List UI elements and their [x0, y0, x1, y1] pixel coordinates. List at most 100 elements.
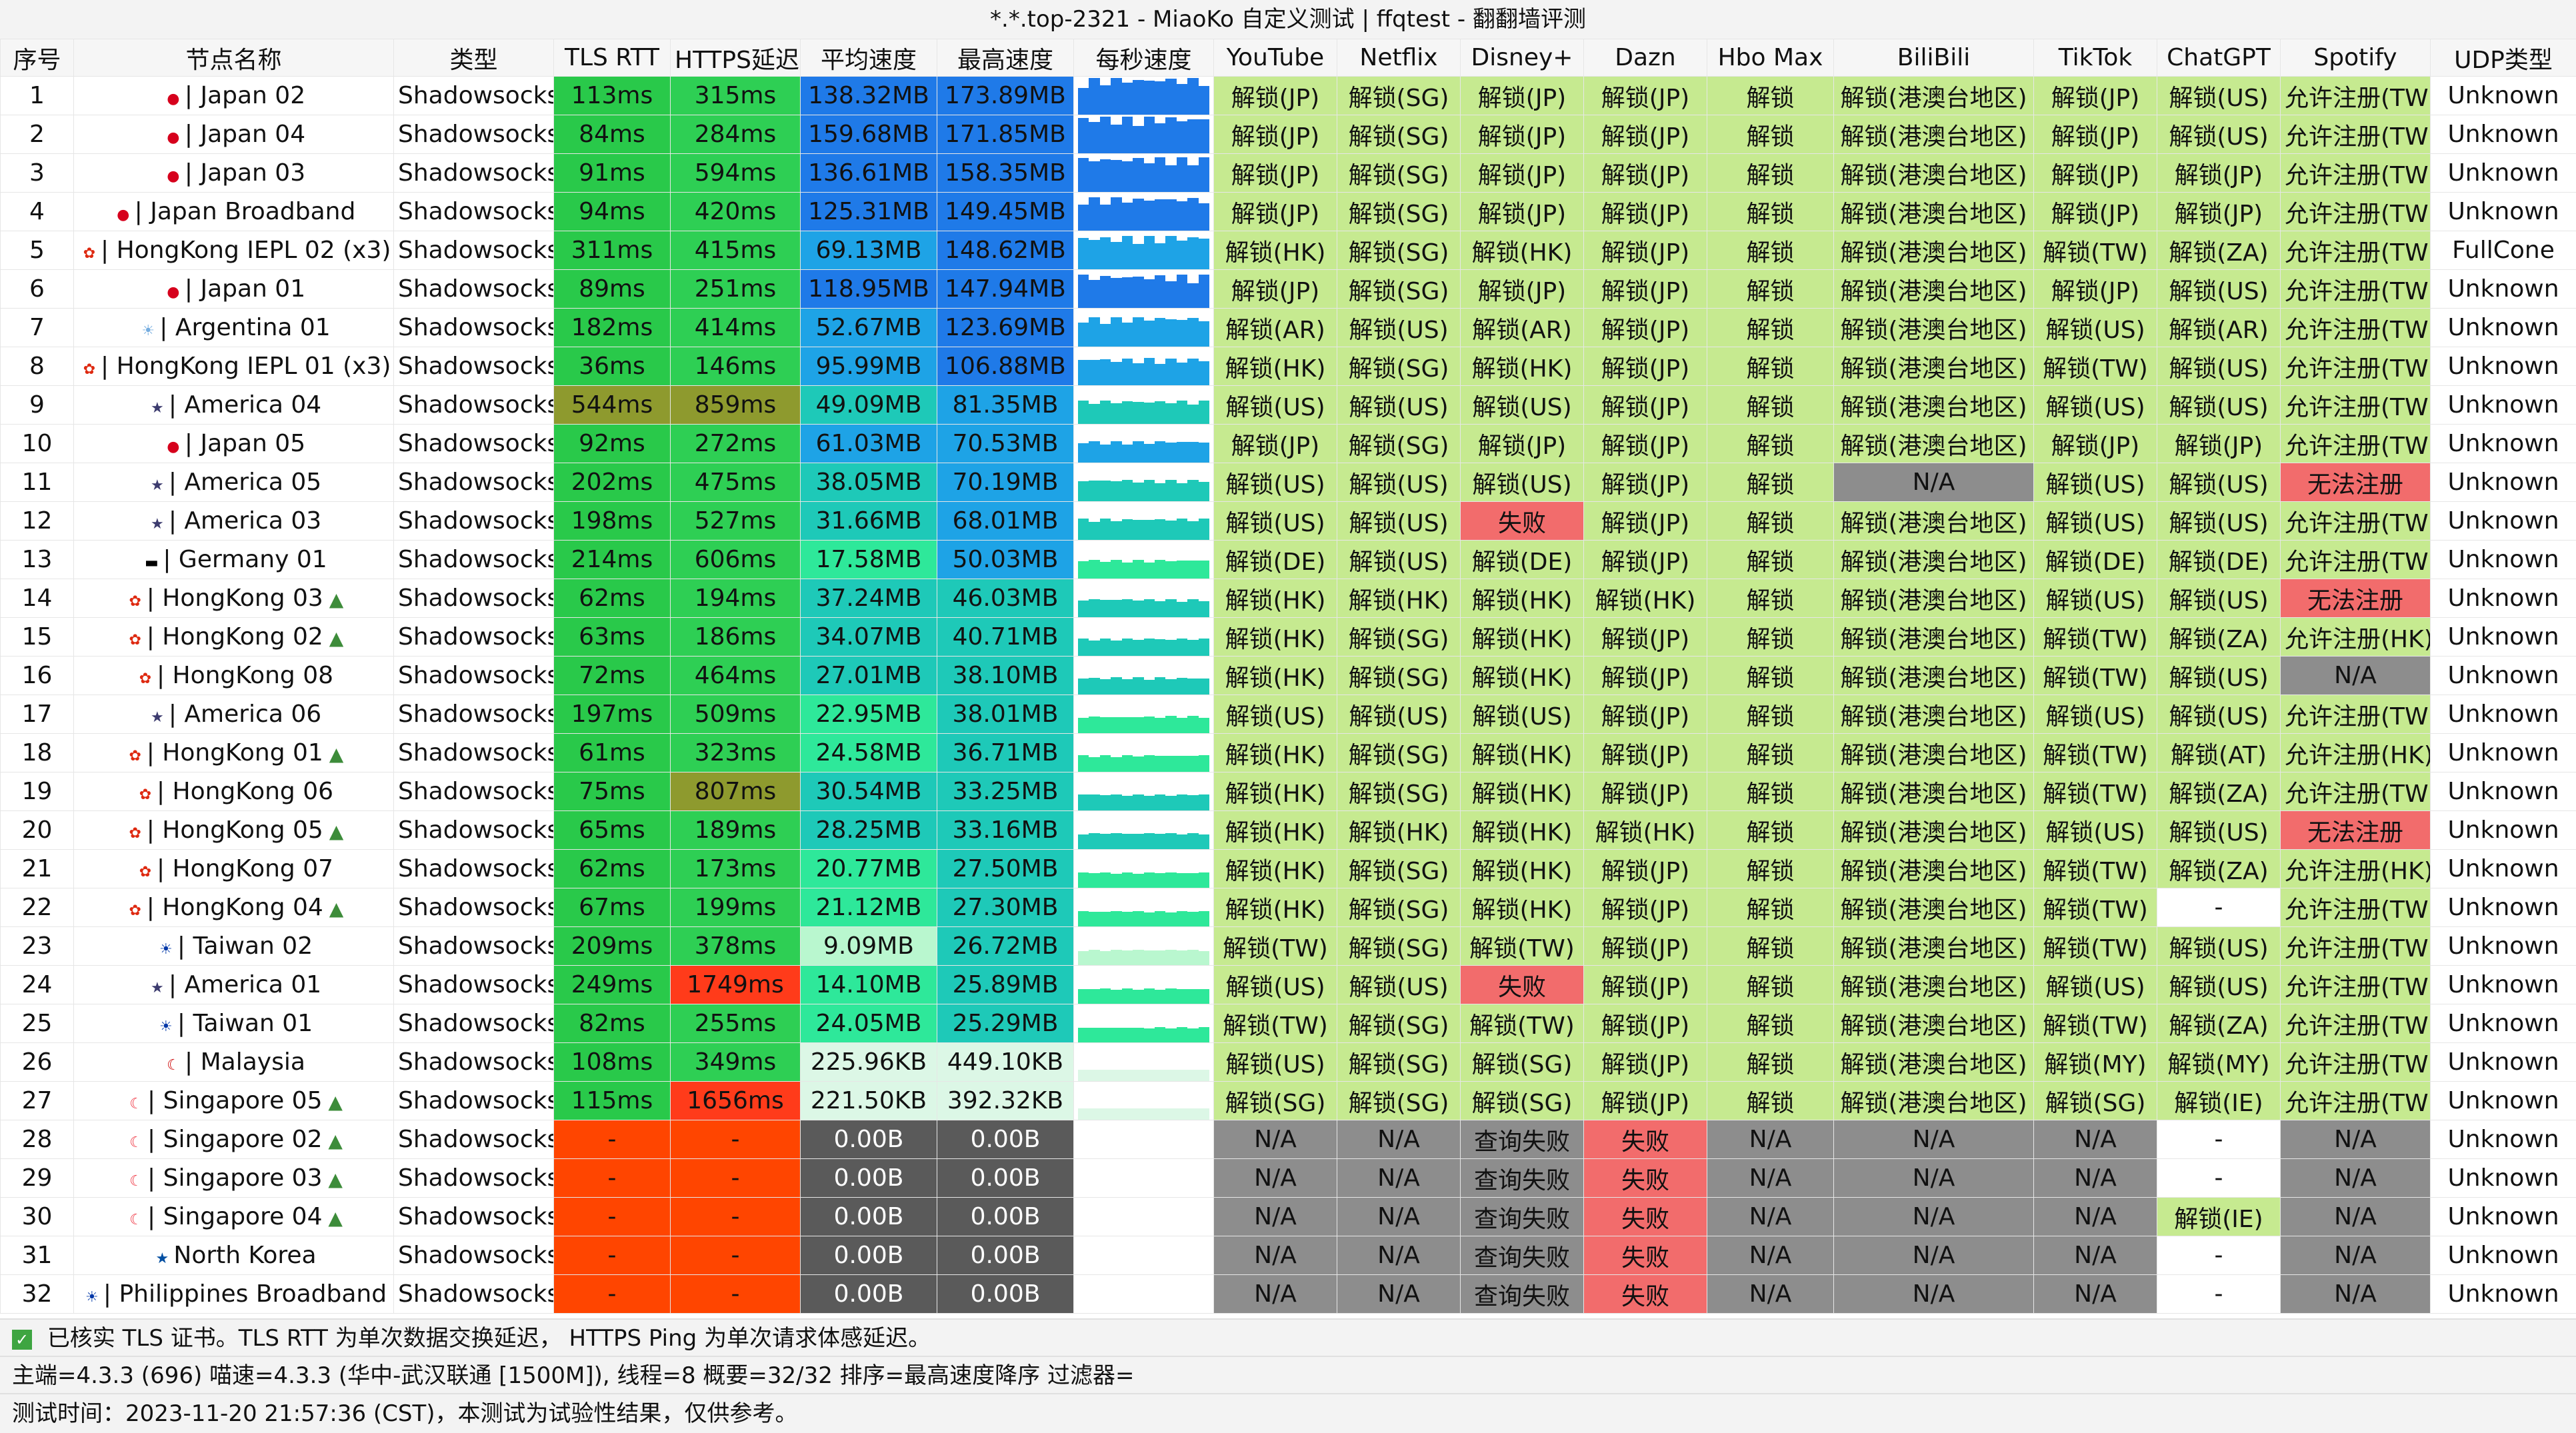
- col-header[interactable]: Dazn: [1584, 39, 1707, 77]
- col-header[interactable]: TikTok: [2034, 39, 2157, 77]
- col-header[interactable]: 每秒速度: [1074, 39, 1214, 77]
- disney-unlock: 解锁(HK): [1461, 734, 1584, 772]
- speed-bar: [1100, 988, 1111, 1004]
- max-speed: 449.10KB: [937, 1043, 1074, 1082]
- dazn-unlock: 失败: [1584, 1159, 1707, 1198]
- col-header[interactable]: 平均速度: [801, 39, 937, 77]
- speed-bar: [1165, 872, 1176, 888]
- spotify-unlock: N/A: [2281, 657, 2431, 695]
- col-header[interactable]: Disney+: [1461, 39, 1584, 77]
- speed-bar: [1187, 756, 1198, 772]
- speed-bar: [1155, 718, 1165, 733]
- col-header[interactable]: Netflix: [1337, 39, 1461, 77]
- speed-bar: [1199, 755, 1209, 772]
- node-name: | HongKong 06: [157, 778, 333, 805]
- speed-bar: [1111, 950, 1121, 965]
- dazn-unlock: 解锁(JP): [1584, 888, 1707, 927]
- col-header[interactable]: 最高速度: [937, 39, 1074, 77]
- node-name-cell: ●| Japan 04: [74, 115, 394, 154]
- col-header[interactable]: ChatGPT: [2157, 39, 2281, 77]
- speed-bar: [1111, 990, 1121, 1004]
- youtube-unlock: 解锁(JP): [1214, 193, 1337, 231]
- avg-speed: 0.00B: [801, 1120, 937, 1159]
- col-header[interactable]: TLS RTT: [554, 39, 671, 77]
- speed-bar: [1187, 442, 1198, 463]
- avg-speed: 136.61MB: [801, 154, 937, 193]
- speed-bar: [1165, 359, 1176, 385]
- col-header[interactable]: Spotify: [2281, 39, 2431, 77]
- avg-speed: 9.09MB: [801, 927, 937, 966]
- col-header[interactable]: 节点名称: [74, 39, 394, 77]
- speed-bar: [1177, 483, 1187, 501]
- speed-bar: [1165, 117, 1176, 153]
- tiktok-unlock: 解锁(TW): [2034, 347, 2157, 386]
- avg-speed: 24.05MB: [801, 1004, 937, 1043]
- bili-unlock: 解锁(港澳台地区): [1834, 386, 2034, 425]
- netflix-unlock: 解锁(US): [1337, 309, 1461, 347]
- speed-bar: [1122, 872, 1133, 888]
- col-header[interactable]: UDP类型: [2431, 39, 2576, 77]
- speed-bar: [1122, 639, 1133, 656]
- chatgpt-unlock: 解锁(US): [2157, 386, 2281, 425]
- col-header[interactable]: BiliBili: [1834, 39, 2034, 77]
- col-header[interactable]: YouTube: [1214, 39, 1337, 77]
- speed-bar: [1187, 1070, 1198, 1081]
- col-header[interactable]: HTTPS延迟: [671, 39, 801, 77]
- udp-type: Unknown: [2431, 618, 2576, 657]
- col-header[interactable]: 序号: [1, 39, 74, 77]
- speed-bar: [1177, 241, 1187, 269]
- speed-bar: [1111, 560, 1121, 579]
- bili-unlock: 解锁(港澳台地区): [1834, 1043, 2034, 1082]
- speed-bars: [1078, 579, 1209, 617]
- youtube-unlock: 解锁(JP): [1214, 270, 1337, 309]
- speed-bar: [1133, 756, 1143, 772]
- speed-bar: [1111, 125, 1121, 153]
- disney-unlock: 解锁(HK): [1461, 657, 1584, 695]
- speed-bar: [1187, 912, 1198, 926]
- speed-bar: [1177, 442, 1187, 463]
- col-header[interactable]: 类型: [394, 39, 554, 77]
- node-name: | America 01: [169, 971, 321, 998]
- avg-speed: 30.54MB: [801, 772, 937, 811]
- node-name: | HongKong IEPL 02 (x3): [101, 237, 391, 264]
- col-header[interactable]: Hbo Max: [1707, 39, 1834, 77]
- speed-bar: [1122, 161, 1133, 192]
- us-flag-icon: ★: [146, 516, 169, 533]
- spotify-unlock: N/A: [2281, 1198, 2431, 1236]
- youtube-unlock: 解锁(US): [1214, 966, 1337, 1004]
- protocol-type: Shadowsocks: [394, 77, 554, 115]
- node-name: | HongKong IEPL 01 (x3): [101, 353, 391, 380]
